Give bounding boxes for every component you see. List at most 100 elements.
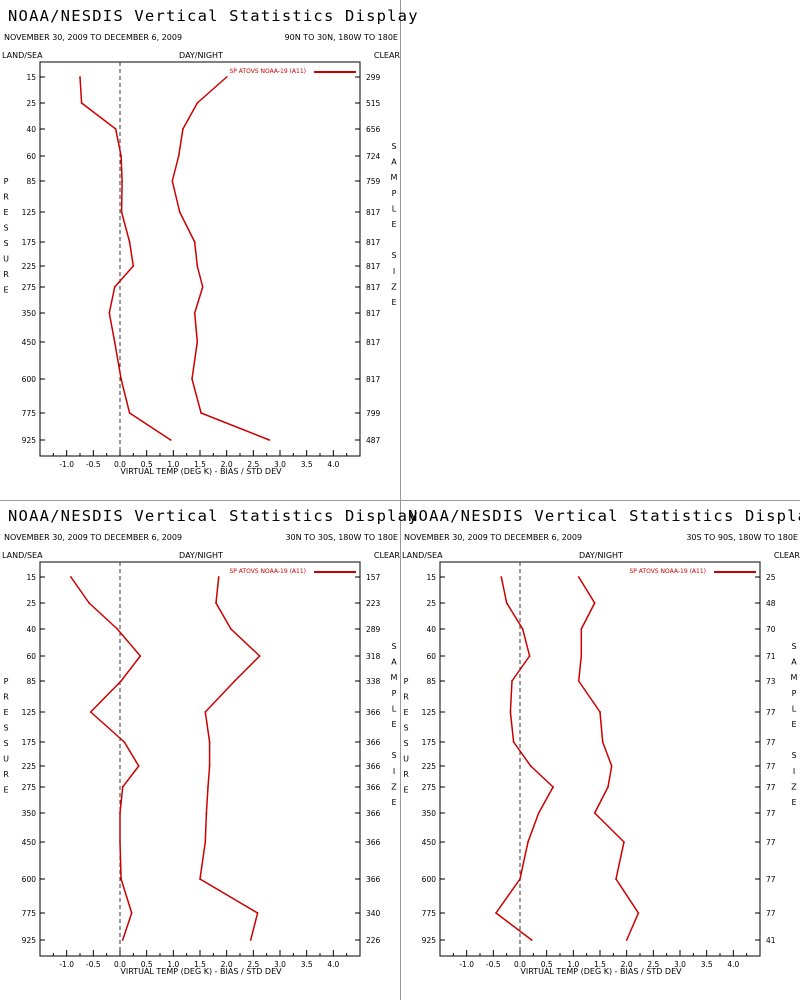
series-line-std-dev	[199, 576, 261, 941]
bias-point	[108, 312, 111, 314]
day-night-label: DAY/NIGHT	[179, 551, 223, 560]
bias-point	[113, 341, 116, 343]
clear-label: CLEAR	[374, 551, 401, 560]
x-tick-label: 1.5	[194, 460, 206, 469]
std-dev-point	[193, 312, 196, 314]
sample-size-value: 338	[366, 677, 381, 686]
std-dev-point	[215, 602, 217, 604]
date-range-label: NOVEMBER 30, 2009 TO DECEMBER 6, 2009	[4, 533, 182, 542]
std-dev-point	[204, 841, 207, 843]
x-tick-label: 3.0	[674, 960, 686, 969]
pressure-level-label: 225	[22, 262, 37, 271]
chart-title: NOAA/NESDIS Vertical Statistics Display	[8, 507, 419, 525]
chart-panel-2: NOAA/NESDIS Vertical Statistics Display N…	[2, 507, 419, 976]
legend-label: SP ATOVS NOAA-19 (A11)	[229, 68, 306, 75]
std-dev-point	[178, 211, 181, 213]
std-dev-point	[230, 628, 232, 630]
x-tick-label: -1.0	[59, 460, 74, 469]
day-night-label: DAY/NIGHT	[179, 51, 223, 60]
bias-point	[121, 180, 123, 182]
legend-label: SP ATOVS NOAA-19 (A11)	[229, 568, 306, 575]
pressure-level-label: 85	[26, 677, 36, 686]
bias-point	[552, 786, 554, 788]
std-dev-point	[607, 786, 609, 788]
quadrant-divider-horizontal	[0, 500, 800, 501]
std-dev-point	[196, 265, 199, 267]
pressure-level-label: 775	[22, 409, 37, 418]
pressure-level-label: 125	[22, 208, 37, 217]
x-axis-label: VIRTUAL TEMP (DEG K) - BIAS / STD DEV	[120, 967, 282, 976]
std-dev-point	[625, 939, 628, 941]
sample-size-value: 817	[366, 309, 381, 318]
bias-point	[120, 155, 122, 157]
series-line-std-dev	[577, 576, 640, 941]
bias-point	[120, 211, 123, 213]
bias-point	[521, 628, 524, 630]
sample-size-value: 77	[766, 809, 776, 818]
std-dev-point	[256, 912, 259, 914]
pressure-level-label: 600	[422, 875, 437, 884]
pressure-level-label: 350	[22, 309, 37, 318]
sample-size-value: 366	[366, 762, 381, 771]
bias-point	[137, 765, 140, 767]
pressure-level-label: 25	[26, 599, 36, 608]
x-tick-label: 0.0	[114, 960, 126, 969]
sample-size-value: 25	[766, 573, 776, 582]
bias-point	[70, 576, 72, 578]
x-tick-label: 1.0	[567, 960, 579, 969]
std-dev-point	[171, 180, 174, 182]
sample-size-value: 817	[366, 262, 381, 271]
x-tick-label: 4.0	[327, 460, 339, 469]
pressure-level-label: 775	[22, 909, 37, 918]
std-dev-point	[191, 378, 193, 380]
bias-point	[132, 265, 135, 267]
bias-point	[89, 711, 92, 713]
date-range-label: NOVEMBER 30, 2009 TO DECEMBER 6, 2009	[4, 33, 182, 42]
land-sea-label: LAND/SEA	[402, 551, 443, 560]
sample-size-value: 223	[366, 599, 381, 608]
std-dev-point	[193, 241, 196, 243]
std-dev-point	[623, 841, 625, 843]
pressure-level-label: 600	[22, 375, 37, 384]
chart-title: NOAA/NESDIS Vertical Statistics Display	[408, 507, 800, 525]
series-line-bias	[495, 576, 554, 941]
pressure-level-label: 775	[422, 909, 437, 918]
x-tick-label: 2.5	[647, 960, 659, 969]
x-tick-label: 0.5	[141, 460, 153, 469]
bias-point	[511, 680, 513, 682]
pressure-level-label: 225	[22, 762, 37, 771]
std-dev-point	[196, 341, 199, 343]
std-dev-point	[599, 711, 601, 713]
bias-point	[120, 680, 122, 682]
std-dev-point	[610, 765, 613, 767]
sample-size-value: 318	[366, 652, 381, 661]
sample-size-value: 77	[766, 875, 776, 884]
day-night-label: DAY/NIGHT	[579, 551, 623, 560]
x-tick-label: -0.5	[86, 460, 101, 469]
sample-size-value: 77	[766, 909, 776, 918]
bias-point	[116, 628, 119, 630]
x-axis-label: VIRTUAL TEMP (DEG K) - BIAS / STD DEV	[120, 467, 282, 476]
sample-size-value: 817	[366, 238, 381, 247]
std-dev-point	[233, 680, 236, 682]
std-dev-point	[580, 628, 583, 630]
region-label: 30N TO 30S, 180W TO 180E	[285, 533, 398, 542]
sample-size-value: 340	[366, 909, 381, 918]
bias-point	[123, 741, 126, 743]
sample-size-value: 366	[366, 783, 381, 792]
std-dev-point	[580, 655, 583, 657]
x-tick-label: 3.0	[274, 460, 286, 469]
plot-frame	[39, 561, 361, 957]
bias-point	[130, 912, 133, 914]
pressure-level-label: 40	[26, 125, 36, 134]
chart-panel-1: NOAA/NESDIS Vertical Statistics Display N…	[2, 7, 418, 476]
sample-size-value: 366	[366, 875, 381, 884]
bias-point	[119, 841, 121, 843]
sample-size-value: 77	[766, 738, 776, 747]
x-tick-label: -0.5	[486, 960, 501, 969]
std-dev-point	[577, 576, 580, 578]
x-tick-label: 2.5	[247, 460, 259, 469]
pressure-level-label: 15	[426, 573, 436, 582]
